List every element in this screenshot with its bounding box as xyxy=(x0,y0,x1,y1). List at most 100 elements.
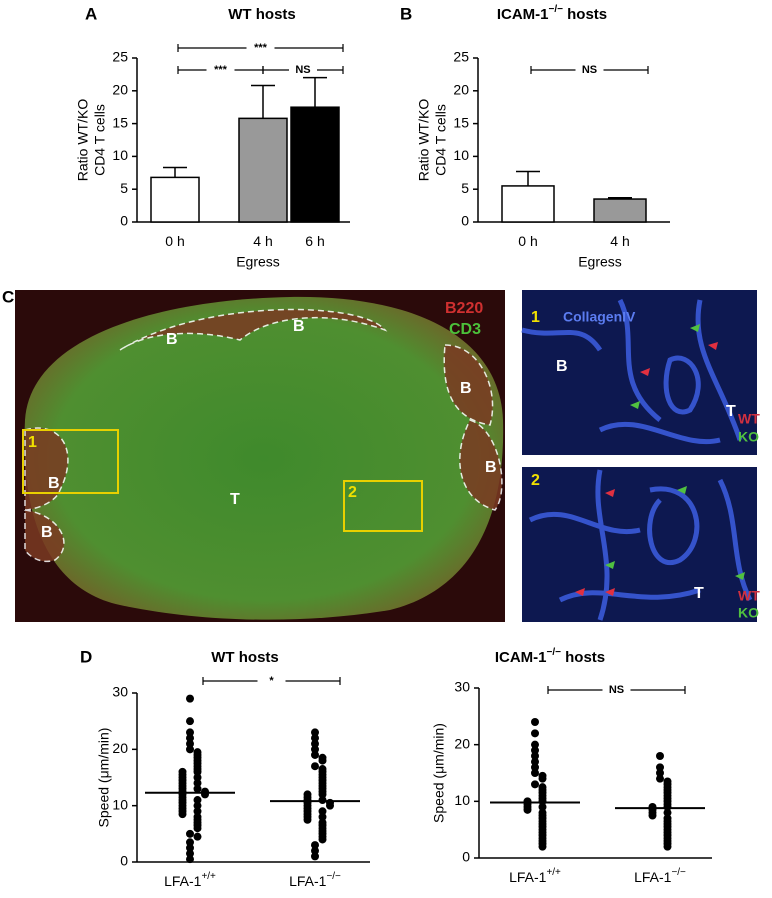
dot xyxy=(656,774,664,783)
y-tick-label: 20 xyxy=(112,82,128,98)
dot xyxy=(193,824,202,833)
region-label: B xyxy=(293,318,305,335)
dot xyxy=(311,841,319,850)
dot xyxy=(531,729,539,738)
y-tick-label: 10 xyxy=(112,147,128,163)
dot xyxy=(531,763,539,772)
dot xyxy=(186,728,194,737)
dot xyxy=(193,779,202,788)
bar xyxy=(290,106,340,223)
y-tick-label: 30 xyxy=(112,684,128,700)
region-label: T xyxy=(726,403,736,420)
region-label: T xyxy=(230,491,240,508)
dot xyxy=(186,717,194,726)
y-axis-label: Speed (μm/min) xyxy=(96,728,112,828)
dot xyxy=(656,752,664,760)
dot xyxy=(193,801,202,810)
bar xyxy=(501,185,555,223)
inset-number: 1 xyxy=(28,434,37,451)
category: LFA-1 xyxy=(164,873,202,889)
dot xyxy=(311,762,319,771)
dot xyxy=(303,815,312,824)
dot xyxy=(318,756,327,765)
lymph-node xyxy=(24,296,504,620)
dot xyxy=(193,807,202,816)
dot xyxy=(538,774,547,783)
dot xyxy=(531,757,539,766)
y-axis-label: Ratio WT/KO xyxy=(75,99,91,182)
dot xyxy=(663,808,672,817)
dot xyxy=(186,734,194,743)
dot xyxy=(186,829,194,838)
x-tick-label: 6 h xyxy=(305,233,324,249)
y-tick-label: 0 xyxy=(120,213,128,229)
dot xyxy=(318,790,327,799)
dot xyxy=(193,832,202,841)
marker-label: KO xyxy=(738,429,759,445)
dot xyxy=(531,718,539,726)
dot xyxy=(318,835,327,844)
dot xyxy=(538,803,547,811)
inset-number: 1 xyxy=(531,309,540,326)
y-tick-label: 0 xyxy=(462,849,470,865)
x-tick-label: LFA-1+/+ xyxy=(509,867,561,885)
dot xyxy=(318,812,327,821)
dot xyxy=(531,746,539,755)
error-bar xyxy=(303,76,327,108)
dot xyxy=(311,734,319,743)
x-tick-label: 4 h xyxy=(610,233,629,249)
dot xyxy=(531,769,539,777)
region-label: B xyxy=(485,459,497,476)
significance-bracket xyxy=(547,686,686,694)
bar xyxy=(238,117,288,223)
chart-title: ICAM-1−/− hosts xyxy=(497,4,607,23)
stain-label: CollagenIV xyxy=(563,309,636,325)
panel-label: D xyxy=(80,647,92,666)
category-superscript: +/+ xyxy=(546,867,561,878)
cell-markers xyxy=(575,324,745,596)
inset-number: 2 xyxy=(531,472,540,489)
dot xyxy=(201,790,209,799)
inset-number: 2 xyxy=(348,484,357,501)
significance-label: NS xyxy=(609,684,624,696)
category: LFA-1 xyxy=(634,869,672,885)
x-tick-label: 0 h xyxy=(518,233,537,249)
x-tick-label: 4 h xyxy=(253,233,272,249)
region-label: B xyxy=(166,331,178,348)
y-tick-label: 5 xyxy=(461,180,469,196)
y-axis-label: Speed (μm/min) xyxy=(431,723,447,823)
y-tick-label: 20 xyxy=(454,735,470,751)
panel-c: C B220 CD3 B B B B B B T 1 2 1 CollagenI… xyxy=(2,287,760,622)
dot xyxy=(523,805,532,814)
significance-bracket xyxy=(262,66,344,74)
bar xyxy=(150,176,200,223)
region-label: B xyxy=(556,358,568,375)
channel-label: B220 xyxy=(445,300,483,317)
significance-label: *** xyxy=(254,42,268,54)
error-bar xyxy=(251,84,275,119)
category: 6 h xyxy=(305,233,324,249)
dot xyxy=(186,838,194,847)
significance-bracket xyxy=(177,66,264,74)
marker-label: WT xyxy=(738,411,760,427)
dot xyxy=(311,852,319,861)
inset-box xyxy=(22,429,119,494)
error-bar xyxy=(608,196,632,200)
dot xyxy=(531,740,539,749)
y-tick-label: 20 xyxy=(453,82,469,98)
category-superscript: −/− xyxy=(326,871,341,882)
y-tick-label: 10 xyxy=(454,792,470,808)
significance-label: * xyxy=(269,675,274,687)
y-tick-label: 10 xyxy=(453,147,469,163)
x-tick-label: LFA-1−/− xyxy=(289,871,341,889)
dot xyxy=(311,750,319,759)
dot xyxy=(311,846,319,855)
dot xyxy=(311,728,319,737)
y-axis-label: Ratio WT/KO xyxy=(416,99,432,182)
inset-box xyxy=(343,480,423,532)
chart-title: WT hosts xyxy=(211,649,279,666)
y-tick-label: 0 xyxy=(120,853,128,869)
b-zones xyxy=(24,308,503,562)
title-superscript: −/− xyxy=(549,4,564,15)
category: 0 h xyxy=(165,233,184,249)
